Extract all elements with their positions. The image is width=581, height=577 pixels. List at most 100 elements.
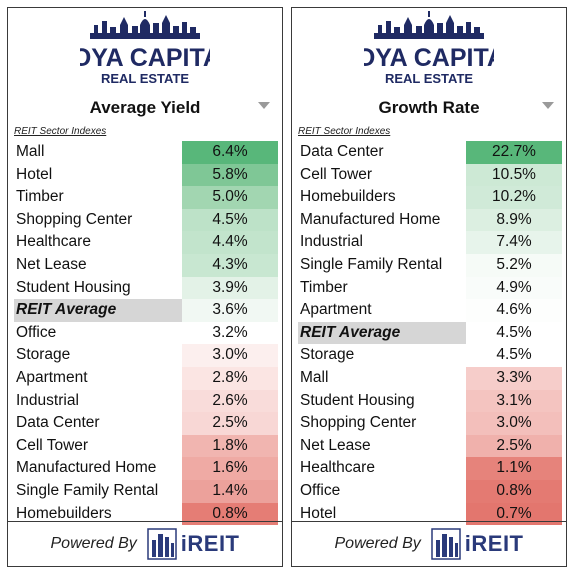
hoya-capital-logo: HOYA CAPITAL REAL ESTATE	[292, 11, 566, 89]
sector-value: 5.0%	[182, 186, 278, 209]
growth-rate-panel: HOYA CAPITAL REAL ESTATE Growth Rate REI…	[291, 7, 567, 567]
table-row: Apartment 4.6%	[298, 299, 562, 322]
panel-subtitle: REIT Sector Indexes	[14, 126, 107, 137]
sector-name: REIT Average	[298, 321, 466, 345]
table-row: Manufactured Home 8.9%	[298, 208, 562, 232]
sector-name: Net Lease	[300, 436, 371, 454]
chevron-down-icon[interactable]	[542, 102, 554, 109]
table-row: Homebuilders 10.2%	[298, 186, 562, 209]
sector-name: Shopping Center	[16, 210, 133, 228]
sector-table: Data Center 22.7% Cell Tower 10.5% Homebui…	[298, 141, 562, 526]
powered-by-label: Powered By	[50, 535, 137, 552]
sector-name: Storage	[300, 346, 355, 364]
table-row: Office 0.8%	[298, 479, 562, 503]
sector-name: Manufactured Home	[300, 210, 441, 228]
table-row: Storage 3.0%	[14, 344, 278, 367]
sector-name: Office	[16, 323, 57, 341]
ireit-building-icon	[147, 528, 177, 560]
sector-value: 4.4%	[182, 231, 278, 254]
sector-value: 3.6%	[182, 299, 278, 322]
ireit-building-icon	[431, 528, 461, 560]
sector-name: Apartment	[300, 301, 372, 319]
ireit-wordmark: iREIT	[464, 531, 524, 556]
sector-name: Timber	[300, 278, 348, 296]
table-row: Mall 3.3%	[298, 366, 562, 390]
sector-name: Office	[300, 481, 341, 499]
table-row: Data Center 22.7%	[298, 141, 562, 164]
sector-value: 0.8%	[182, 502, 278, 526]
table-row: Hotel 0.7%	[298, 502, 562, 526]
sector-name: Homebuilders	[300, 188, 396, 206]
sector-name: Single Family Rental	[16, 481, 159, 499]
sector-name: Data Center	[300, 143, 384, 160]
sector-value: 10.5%	[466, 163, 562, 187]
brand-subname: REAL ESTATE	[385, 71, 473, 86]
table-row: Timber 5.0%	[14, 186, 278, 209]
sector-name: Mall	[300, 368, 329, 386]
sector-name: Industrial	[300, 233, 363, 251]
sector-value: 7.4%	[466, 231, 562, 254]
sector-name: Data Center	[16, 414, 100, 432]
table-row: Apartment 2.8%	[14, 366, 278, 390]
table-row: Single Family Rental 1.4%	[14, 479, 278, 503]
table-row: Shopping Center 4.5%	[14, 208, 278, 232]
ireit-logo: iREIT	[147, 528, 240, 560]
sector-name: Timber	[16, 188, 64, 206]
table-row: Healthcare 1.1%	[298, 457, 562, 480]
brand-subname: REAL ESTATE	[101, 71, 189, 86]
sector-value: 3.0%	[182, 344, 278, 367]
sector-value: 3.2%	[182, 321, 278, 345]
table-row: Net Lease 2.5%	[298, 434, 562, 458]
sector-name: Net Lease	[16, 255, 87, 273]
table-row: Data Center 2.5%	[14, 412, 278, 435]
sector-name: Single Family Rental	[300, 255, 443, 273]
sector-value: 4.5%	[466, 321, 562, 345]
sector-value: 1.8%	[182, 434, 278, 458]
sector-name: REIT Average	[14, 299, 182, 322]
hoya-capital-logo-icon: HOYA CAPITAL REAL ESTATE	[80, 11, 210, 86]
sector-value: 22.7%	[466, 141, 562, 164]
sector-value: 1.6%	[182, 457, 278, 480]
powered-by-footer: Powered By iREIT	[8, 521, 282, 566]
sector-name: Hotel	[300, 504, 337, 522]
sector-table: Mall 6.4% Hotel 5.8% Timber 5.0% Shopping C…	[14, 141, 278, 526]
chevron-down-icon[interactable]	[258, 102, 270, 109]
sector-name: Cell Tower	[16, 436, 89, 454]
table-row: Student Housing 3.1%	[298, 389, 562, 413]
sector-value: 3.1%	[466, 389, 562, 413]
table-row: Healthcare 4.4%	[14, 231, 278, 254]
sector-value: 4.9%	[466, 276, 562, 300]
sector-value: 4.5%	[466, 344, 562, 367]
brand-name: HOYA CAPITAL	[80, 44, 210, 72]
table-row: Mall 6.4%	[14, 141, 278, 164]
sector-value: 4.6%	[466, 299, 562, 322]
sector-value: 2.8%	[182, 366, 278, 390]
table-row: Office 3.2%	[14, 321, 278, 345]
sector-value: 10.2%	[466, 186, 562, 209]
table-row: Industrial 2.6%	[14, 389, 278, 413]
table-row: Homebuilders 0.8%	[14, 502, 278, 526]
sector-value: 2.5%	[182, 412, 278, 435]
sector-name: Hotel	[16, 165, 53, 183]
brand-name: HOYA CAPITAL	[364, 44, 494, 72]
table-row: Cell Tower 1.8%	[14, 434, 278, 458]
table-row: Industrial 7.4%	[298, 231, 562, 254]
sector-value: 0.8%	[466, 479, 562, 503]
sector-value: 8.9%	[466, 208, 562, 232]
table-row: Manufactured Home 1.6%	[14, 457, 278, 480]
sector-name: Student Housing	[16, 278, 131, 296]
ireit-wordmark: iREIT	[180, 531, 240, 556]
sector-name: Manufactured Home	[16, 459, 157, 477]
sector-value: 2.6%	[182, 389, 278, 413]
sector-value: 5.8%	[182, 163, 278, 187]
sector-name: Healthcare	[300, 459, 375, 477]
sector-value: 3.9%	[182, 276, 278, 300]
powered-by-label: Powered By	[334, 535, 421, 552]
average-yield-panel: HOYA CAPITAL REAL ESTATE Average Yield R…	[7, 7, 283, 567]
sector-name: Shopping Center	[300, 414, 417, 432]
sector-name: Cell Tower	[300, 165, 373, 183]
sector-value: 5.2%	[466, 253, 562, 277]
sector-value: 6.4%	[182, 141, 278, 164]
panel-title: Average Yield	[89, 98, 201, 117]
sector-value: 4.5%	[182, 208, 278, 232]
